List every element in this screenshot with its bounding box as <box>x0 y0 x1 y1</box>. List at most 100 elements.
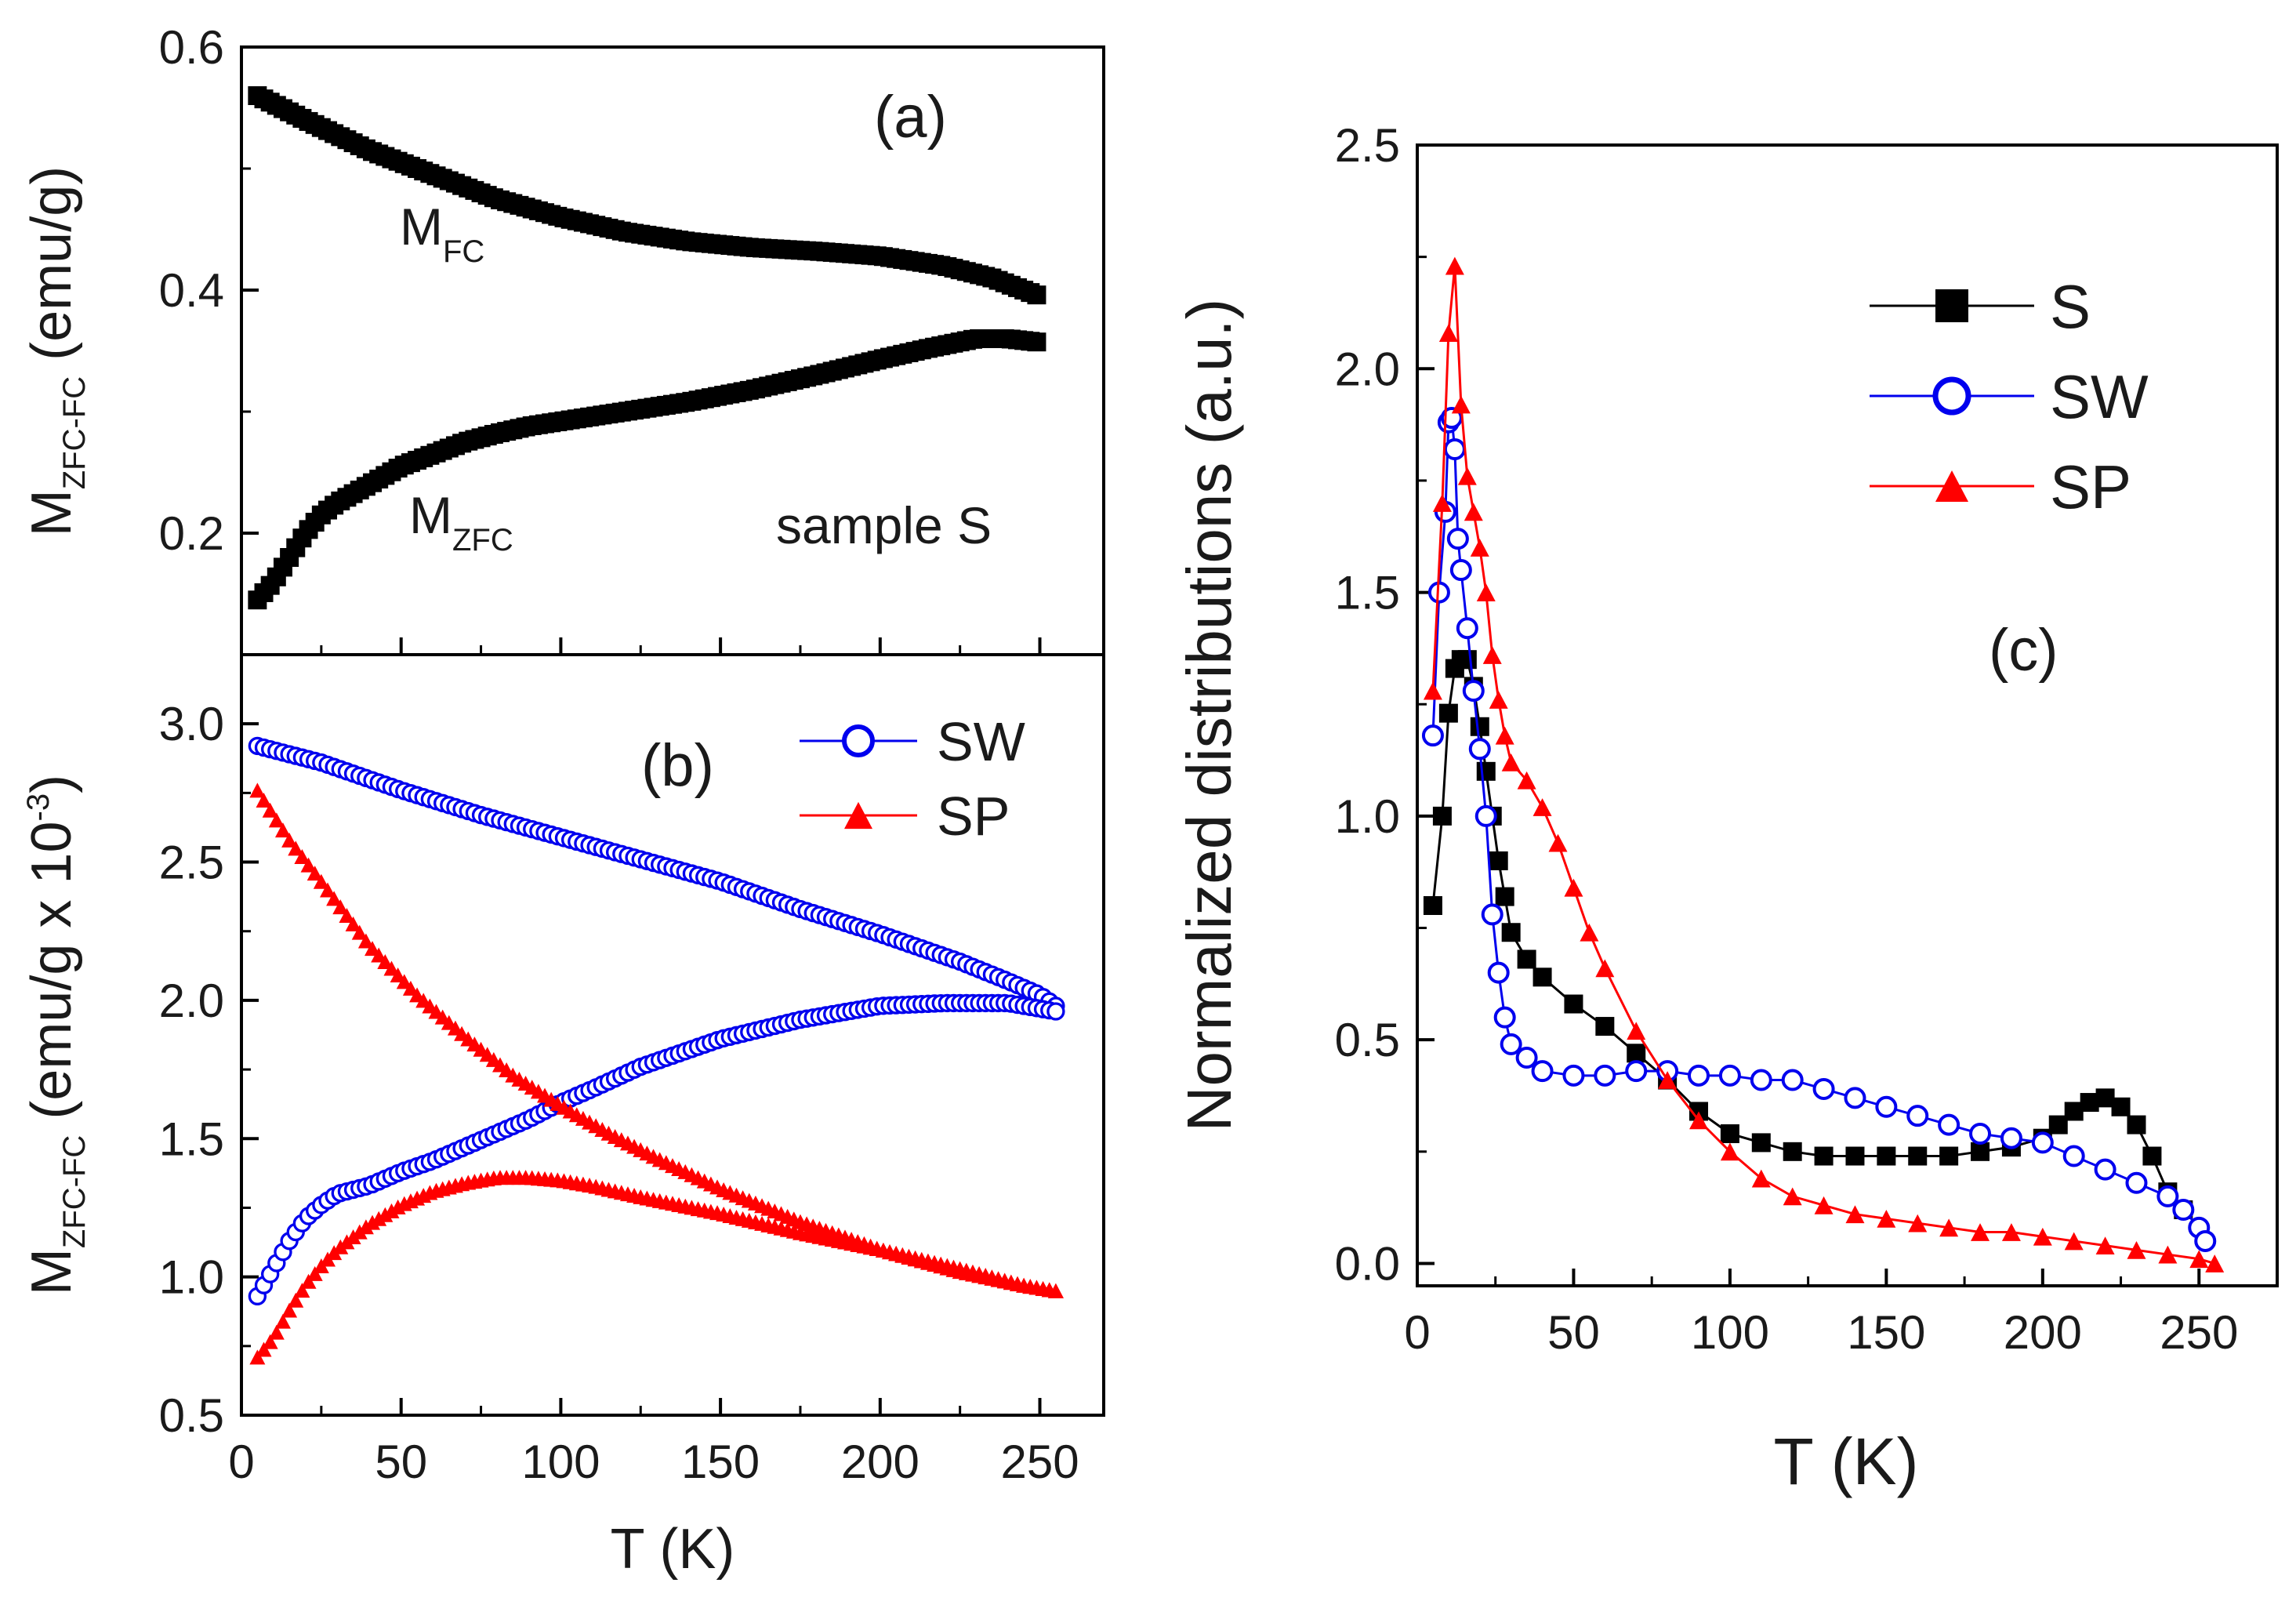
panel-a-series <box>248 86 1046 610</box>
data-point <box>256 793 272 808</box>
data-point <box>300 1273 317 1289</box>
panel-c-ticks: 0.0 0.5 1.0 1.5 2.0 2.5 0 50 100 150 200 250 <box>1335 119 2239 1359</box>
data-point <box>1432 494 1452 512</box>
data-point <box>262 802 278 818</box>
data-point <box>1476 583 1496 601</box>
ytick-label: 2.0 <box>159 975 224 1027</box>
data-point <box>1493 1006 1516 1029</box>
data-point <box>2064 1232 2084 1251</box>
legend-marker <box>1935 289 1968 322</box>
data-point <box>357 1219 374 1235</box>
data-point <box>390 967 406 982</box>
data-point <box>1532 967 1552 987</box>
data-point <box>1468 738 1491 761</box>
data-point <box>1812 1077 1835 1100</box>
xtick-label: 200 <box>841 1436 919 1488</box>
panel-a-label: (a) <box>874 84 947 151</box>
data-point <box>2127 1115 2146 1134</box>
panel-c-frame <box>1416 143 2279 1287</box>
data-point <box>1969 1123 1992 1145</box>
data-point <box>1046 1002 1065 1021</box>
data-point <box>1971 1223 1990 1241</box>
data-point <box>1875 1095 1898 1118</box>
series-sw-zfc <box>248 993 1065 1305</box>
ytick-label: 0.2 <box>159 507 224 560</box>
data-point <box>1445 256 1464 275</box>
data-point <box>1844 1087 1866 1109</box>
data-point <box>1501 923 1521 942</box>
panel-a: 0.2 0.4 0.6 (a) MFC MZFC sample S MZFC-FC … <box>20 21 1105 656</box>
data-point <box>1718 1064 1741 1087</box>
data-point <box>294 1283 310 1298</box>
data-point <box>2194 1229 2217 1252</box>
data-point <box>1751 1169 1771 1188</box>
legend-label: SP <box>2050 452 2131 521</box>
data-point <box>268 812 285 828</box>
data-point <box>1517 771 1536 790</box>
data-point <box>288 840 304 856</box>
data-point <box>1470 539 1489 557</box>
mzfc-label: MZFC <box>409 486 513 557</box>
data-point <box>326 891 343 906</box>
panel-b-legend: SW SP <box>800 711 1025 847</box>
series-line <box>1431 414 2207 1242</box>
data-point <box>332 899 349 915</box>
data-point <box>288 1292 304 1308</box>
panel-b-frame <box>240 653 1105 1417</box>
ytick-label: 2.0 <box>1335 343 1400 395</box>
panel-a-frame <box>240 45 1105 656</box>
data-point <box>1470 717 1489 736</box>
panel-c-label: (c) <box>1989 617 2058 684</box>
data-point <box>377 1207 394 1222</box>
data-point <box>1595 1017 1615 1036</box>
data-point <box>1438 324 1458 343</box>
sample-label: sample S <box>776 496 992 554</box>
legend-marker <box>1932 376 1971 416</box>
xtick-label: 150 <box>681 1436 760 1488</box>
data-point <box>1814 1196 1834 1214</box>
ytick-label: 0.5 <box>159 1389 224 1442</box>
legend-label: SW <box>2050 362 2149 431</box>
data-point <box>2156 1185 2179 1207</box>
data-point <box>1562 1064 1585 1087</box>
data-point <box>1625 1060 1648 1083</box>
data-point <box>1457 650 1477 670</box>
data-point <box>1720 1124 1739 1143</box>
data-point <box>1548 833 1568 852</box>
data-point <box>1421 724 1444 747</box>
data-point <box>1751 1133 1771 1153</box>
series-m-fc <box>248 86 1046 305</box>
data-point <box>371 947 387 963</box>
data-point <box>1423 681 1442 700</box>
data-point <box>1451 395 1471 414</box>
data-point <box>1627 1044 1646 1063</box>
data-point <box>2142 1146 2162 1166</box>
data-point <box>2205 1254 2225 1272</box>
panel-c-xlabel: T (K) <box>1773 1425 1918 1498</box>
panel-b-xlabel: T (K) <box>611 1518 735 1581</box>
xtick-label: 100 <box>521 1436 600 1488</box>
data-point <box>1532 798 1552 816</box>
data-point <box>1750 1069 1772 1091</box>
xtick-label: 50 <box>375 1436 427 1488</box>
data-point <box>294 848 310 864</box>
xtick-label: 150 <box>1847 1306 1925 1359</box>
data-point <box>1939 1218 1959 1237</box>
series-line <box>1431 658 2185 1211</box>
legend-label: SW <box>937 711 1025 772</box>
xtick-label: 0 <box>1404 1306 1430 1359</box>
ytick-label: 1.5 <box>159 1113 224 1165</box>
data-point <box>2125 1171 2148 1194</box>
data-point <box>281 1302 298 1318</box>
data-point <box>1515 1047 1538 1069</box>
ytick-label: 0.6 <box>159 21 224 74</box>
data-point <box>1489 851 1508 870</box>
panel-b-label: (b) <box>641 732 714 799</box>
data-point <box>1457 467 1477 485</box>
data-point <box>1720 1142 1739 1161</box>
ytick-label: 1.0 <box>159 1251 224 1304</box>
data-point <box>1689 1111 1709 1130</box>
data-point <box>1446 528 1469 550</box>
data-point <box>377 954 394 970</box>
data-point <box>1456 617 1478 640</box>
